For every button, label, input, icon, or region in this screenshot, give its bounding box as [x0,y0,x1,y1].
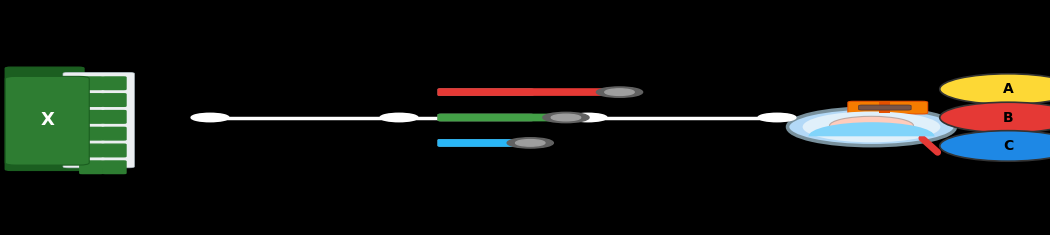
FancyBboxPatch shape [103,111,126,123]
FancyBboxPatch shape [438,139,533,146]
FancyBboxPatch shape [438,89,533,96]
Circle shape [551,114,581,121]
Circle shape [830,116,914,135]
Circle shape [788,108,956,146]
FancyBboxPatch shape [438,114,569,121]
Bar [879,102,889,113]
Circle shape [940,74,1050,104]
FancyBboxPatch shape [80,144,103,157]
FancyBboxPatch shape [103,127,126,140]
Wedge shape [808,122,934,136]
FancyBboxPatch shape [80,77,103,90]
Circle shape [802,111,941,142]
FancyBboxPatch shape [103,77,126,90]
Text: B: B [1003,110,1013,125]
Circle shape [596,87,643,97]
Circle shape [543,112,589,123]
FancyBboxPatch shape [438,114,533,121]
Text: C: C [1003,139,1013,153]
FancyBboxPatch shape [103,161,126,174]
FancyBboxPatch shape [80,161,103,174]
FancyBboxPatch shape [103,144,126,157]
FancyBboxPatch shape [859,105,911,110]
FancyBboxPatch shape [5,76,89,165]
Circle shape [569,113,607,122]
FancyBboxPatch shape [103,94,126,106]
FancyBboxPatch shape [848,101,928,114]
Circle shape [940,102,1050,133]
FancyBboxPatch shape [438,89,623,96]
FancyBboxPatch shape [80,127,103,140]
Circle shape [380,113,418,122]
Circle shape [516,140,545,146]
Circle shape [191,113,229,122]
FancyBboxPatch shape [438,139,533,146]
FancyBboxPatch shape [80,111,103,123]
Text: A: A [1003,82,1013,96]
FancyBboxPatch shape [5,67,84,170]
Circle shape [605,89,634,95]
FancyBboxPatch shape [80,94,103,106]
Text: X: X [41,111,55,129]
Circle shape [758,113,796,122]
FancyBboxPatch shape [63,72,134,168]
Circle shape [940,131,1050,161]
Circle shape [507,138,553,148]
